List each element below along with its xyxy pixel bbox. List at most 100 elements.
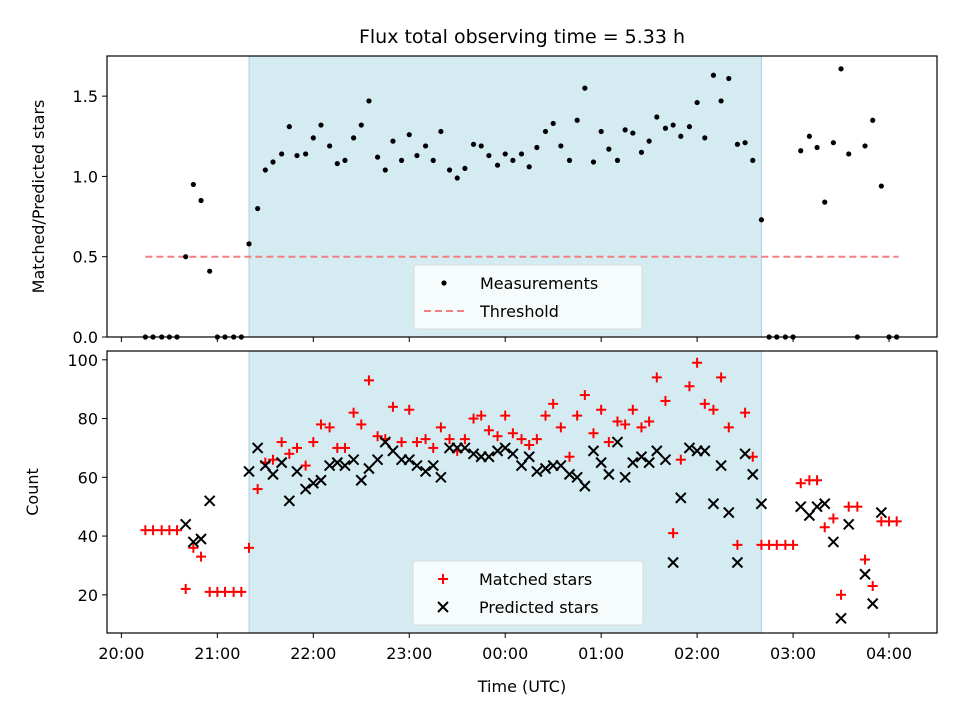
ratio-legend-box xyxy=(413,264,643,330)
ratio-panel-frame xyxy=(106,55,938,338)
measurement-point-83 xyxy=(806,133,812,139)
measurement-point-62 xyxy=(638,149,645,155)
matched-point-5 xyxy=(180,583,191,594)
matched-point-33 xyxy=(404,404,415,415)
matched-point-68 xyxy=(684,381,695,392)
measurement-point-36 xyxy=(430,157,436,163)
predicted-star-points xyxy=(179,436,888,625)
measurement-point-90 xyxy=(862,143,868,149)
predicted-point-24 xyxy=(403,453,415,466)
predicted-point-5 xyxy=(251,442,264,454)
legend-measurements-marker xyxy=(441,280,447,286)
predicted-point-56 xyxy=(659,453,672,466)
measurement-point-14 xyxy=(255,205,261,212)
matched-point-91 xyxy=(867,581,878,591)
predicted-point-47 xyxy=(587,445,600,457)
predicted-point-7 xyxy=(267,468,279,481)
predicted-point-37 xyxy=(507,448,519,460)
measurement-point-6 xyxy=(190,181,196,188)
matched-point-12 xyxy=(236,586,247,597)
predicted-point-65 xyxy=(731,556,744,569)
measurement-point-46 xyxy=(510,157,516,163)
measurement-point-37 xyxy=(438,128,444,135)
measurement-point-72 xyxy=(718,98,724,104)
measurement-point-59 xyxy=(614,157,621,163)
measurement-point-67 xyxy=(678,133,684,139)
count-panel: 20 40 60 80 100 20:00 21:00 22:00 23:00 00:00 01:0… xyxy=(23,350,938,696)
measurement-point-26 xyxy=(351,135,357,141)
matched-point-65 xyxy=(660,395,671,406)
predicted-point-69 xyxy=(795,500,807,513)
measurement-point-40 xyxy=(462,165,468,171)
count-xtick-label-4: 00:00 xyxy=(482,644,528,663)
matched-point-86 xyxy=(828,513,839,524)
measurement-point-49 xyxy=(534,144,540,151)
predicted-point-9 xyxy=(283,495,296,507)
predicted-point-18 xyxy=(355,474,367,486)
predicted-point-55 xyxy=(651,445,663,457)
measurement-point-39 xyxy=(454,175,460,181)
measurement-point-5 xyxy=(183,254,189,260)
measurement-point-68 xyxy=(686,124,693,130)
predicted-point-41 xyxy=(539,462,552,475)
measurement-point-65 xyxy=(662,125,669,131)
predicted-point-34 xyxy=(483,451,495,463)
measurement-point-16 xyxy=(270,159,276,165)
matched-point-49 xyxy=(531,434,542,445)
matched-point-20 xyxy=(300,460,311,471)
predicted-point-1 xyxy=(187,536,200,548)
measurement-point-88 xyxy=(846,151,852,157)
measurement-point-63 xyxy=(646,138,652,144)
count-legend-box xyxy=(412,560,644,626)
measurement-point-77 xyxy=(758,217,765,223)
matched-point-70 xyxy=(699,398,710,409)
predicted-point-58 xyxy=(675,492,687,504)
measurement-point-52 xyxy=(558,143,564,149)
ratio-panel-legend: Measurements Threshold xyxy=(413,264,643,330)
matched-point-63 xyxy=(644,416,655,427)
measurement-point-23 xyxy=(327,143,333,149)
matched-point-90 xyxy=(860,554,871,565)
matched-point-22 xyxy=(315,419,326,430)
predicted-point-4 xyxy=(243,465,255,478)
predicted-point-66 xyxy=(739,448,751,460)
matched-point-89 xyxy=(852,501,863,512)
measurement-point-22 xyxy=(318,122,324,128)
measurement-point-20 xyxy=(303,151,309,157)
matched-point-69 xyxy=(692,357,703,368)
matched-point-1 xyxy=(148,525,159,536)
predicted-point-75 xyxy=(843,518,855,531)
matched-star-points xyxy=(140,357,902,600)
ratio-ytick-label-2: 1.0 xyxy=(73,167,98,186)
matched-point-7 xyxy=(196,551,207,562)
matched-point-41 xyxy=(468,413,479,424)
measurement-point-86 xyxy=(830,140,836,146)
matched-point-55 xyxy=(579,390,590,401)
matched-point-44 xyxy=(492,431,503,442)
ratio-ytick-label-0: 0.0 xyxy=(73,328,98,347)
matched-point-56 xyxy=(588,428,599,439)
measurement-point-17 xyxy=(279,151,285,157)
matched-point-84 xyxy=(812,475,823,486)
measurement-point-21 xyxy=(310,135,316,141)
predicted-point-16 xyxy=(339,459,351,472)
predicted-point-57 xyxy=(667,556,679,569)
measurement-point-84 xyxy=(814,144,820,151)
legend-threshold-label: Threshold xyxy=(479,302,559,321)
count-xtick-label-2: 22:00 xyxy=(290,644,336,663)
predicted-point-19 xyxy=(363,462,375,475)
predicted-point-78 xyxy=(875,506,888,519)
predicted-point-48 xyxy=(595,456,607,469)
matched-point-4 xyxy=(172,525,183,536)
predicted-point-27 xyxy=(427,459,439,472)
ratio-ytick-label-3: 1.5 xyxy=(73,87,98,106)
predicted-point-36 xyxy=(499,442,511,454)
count-panel-frame xyxy=(106,350,938,634)
matched-point-14 xyxy=(252,484,263,495)
measurement-point-31 xyxy=(390,138,396,144)
matched-point-71 xyxy=(708,404,719,415)
predicted-point-68 xyxy=(755,498,768,510)
figure-title: Flux total observing time = 5.33 h xyxy=(359,26,685,48)
measurement-point-73 xyxy=(726,75,732,82)
matched-point-57 xyxy=(596,404,607,415)
